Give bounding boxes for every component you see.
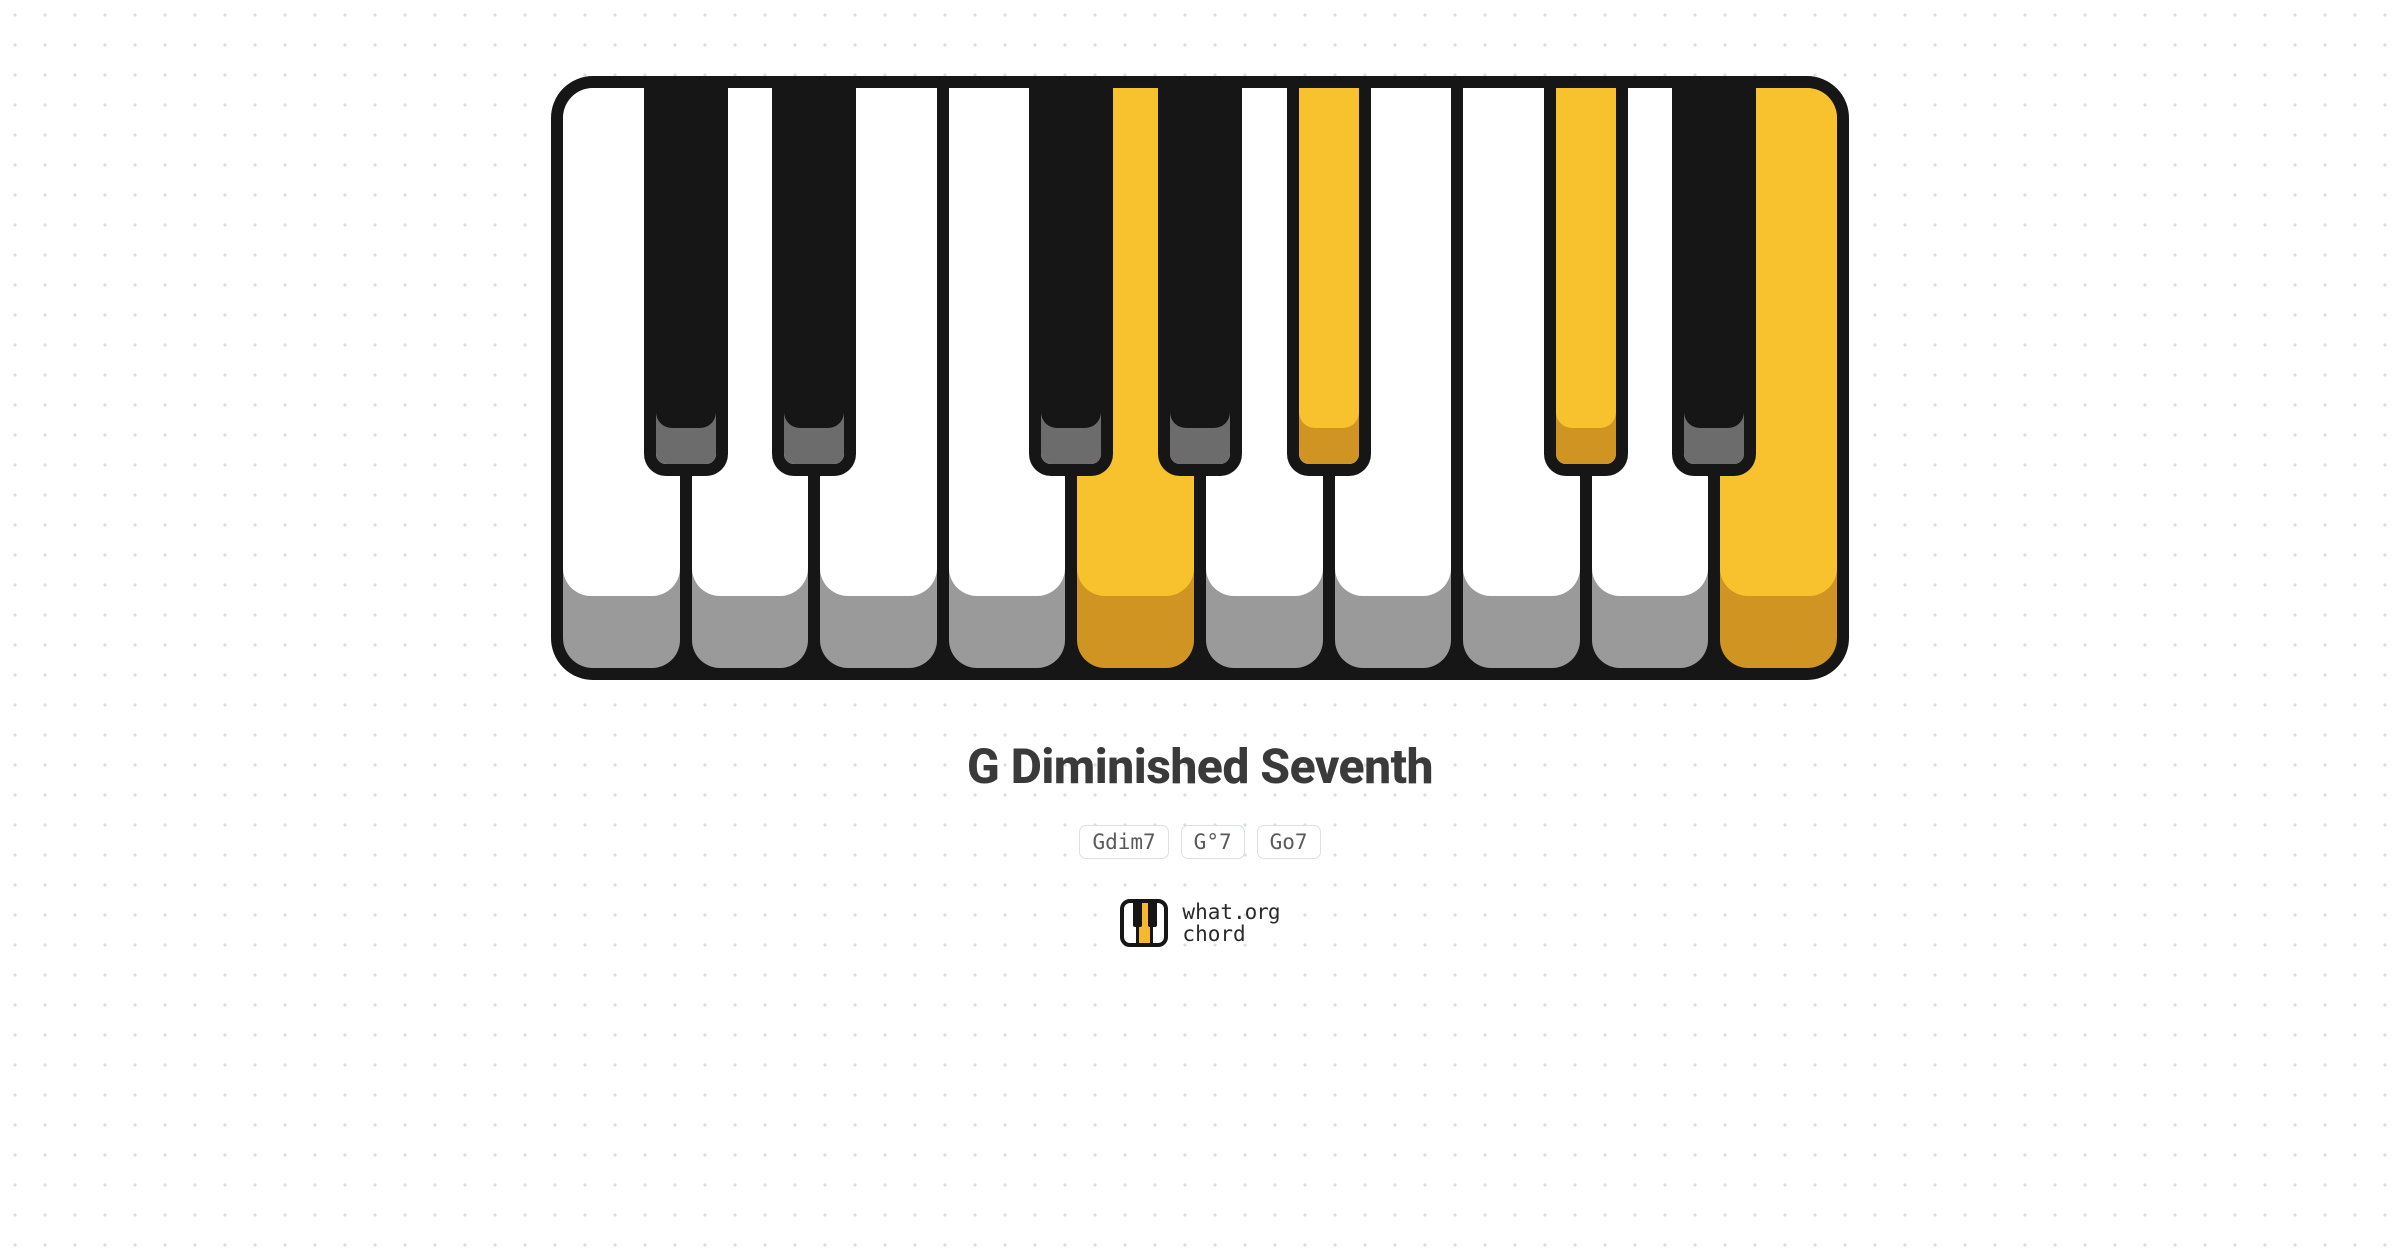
brand-piano-icon — [1120, 899, 1168, 947]
brand-line2: chord — [1182, 923, 1279, 945]
brand-text: what.org chord — [1182, 901, 1279, 945]
white-key-c-0 — [563, 88, 680, 668]
chord-symbol-badge: Gdim7 — [1079, 825, 1168, 859]
white-key-e-9 — [1720, 88, 1837, 668]
chord-title: G Diminished Seventh — [967, 738, 1433, 795]
white-key-d-1 — [692, 88, 809, 668]
white-key-a-5 — [1206, 88, 1323, 668]
white-key-b-6 — [1335, 88, 1452, 668]
brand-line1: what — [1182, 900, 1233, 924]
site-brand: what.org chord — [1120, 899, 1279, 947]
white-key-d-8 — [1592, 88, 1709, 668]
piano-keyboard — [551, 76, 1849, 680]
white-key-c-7 — [1463, 88, 1580, 668]
chord-symbol-badge: G°7 — [1181, 825, 1245, 859]
brand-suffix: .org — [1233, 900, 1280, 924]
white-key-e-2 — [820, 88, 937, 668]
chord-symbol-badge: Go7 — [1257, 825, 1321, 859]
white-key-g-4 — [1077, 88, 1194, 668]
chord-symbol-badges: Gdim7 G°7 Go7 — [1079, 825, 1320, 859]
white-key-f-3 — [949, 88, 1066, 668]
white-keys-row — [563, 88, 1837, 668]
